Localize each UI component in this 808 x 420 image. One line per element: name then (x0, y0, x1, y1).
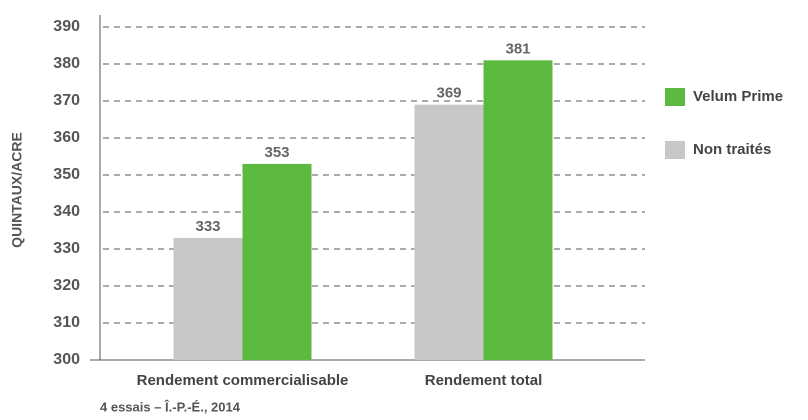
footnote: 4 essais – Î.-P.-É., 2014 (100, 399, 241, 414)
y-tick-label: 330 (53, 240, 80, 257)
bar (483, 60, 553, 361)
value-label: 333 (195, 218, 220, 235)
y-tick-label: 380 (53, 55, 80, 72)
value-label: 369 (436, 85, 461, 102)
value-label: 353 (264, 144, 289, 161)
y-tick-label: 390 (53, 18, 80, 35)
x-tick-label: Rendement total (425, 372, 543, 389)
y-tick-label: 370 (53, 92, 80, 109)
y-tick-label: 320 (53, 277, 80, 294)
y-tick-label: 300 (53, 351, 80, 368)
bar (173, 237, 243, 360)
x-tick-label: Rendement commercialisable (137, 372, 349, 389)
legend-swatch (665, 141, 685, 159)
y-tick-label: 360 (53, 129, 80, 146)
legend-swatch (665, 88, 685, 106)
y-axis-label: QUINTAUX/ACRE (9, 132, 25, 248)
legend-label: Velum Prime (693, 88, 783, 105)
legend-label: Non traités (693, 141, 771, 158)
y-tick-label: 340 (53, 203, 80, 220)
bar (414, 104, 484, 360)
y-tick-label: 310 (53, 314, 80, 331)
bar (242, 163, 312, 360)
y-tick-label: 350 (53, 166, 80, 183)
value-label: 381 (505, 40, 530, 57)
